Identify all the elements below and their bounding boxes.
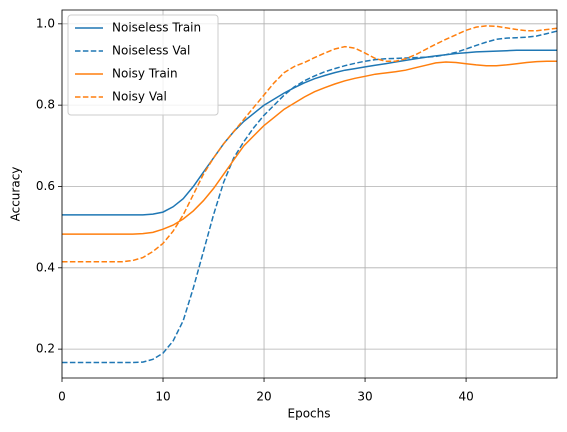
y-tick-label: 0.4 [36,260,55,274]
legend-box [67,14,219,116]
y-axis-label: Accuracy [9,167,23,222]
legend-label: Noisy Train [112,67,178,81]
y-tick-label: 0.6 [36,179,55,193]
y-tick-label: 0.2 [36,342,55,356]
line-series [62,49,557,216]
x-tick-label: 10 [155,390,170,404]
line-series [62,25,558,263]
line-series [62,60,557,235]
x-axis-label: Epochs [288,407,331,421]
x-tick-label: 20 [256,390,271,404]
plot-frame [61,9,558,379]
x-tick-label: 40 [458,390,473,404]
y-tick-label: 0.8 [36,98,55,112]
y-tick-label: 1.0 [36,16,55,30]
line-series [62,30,558,364]
legend-label: Noiseless Train [112,21,201,35]
x-tick-label: 0 [58,390,66,404]
x-tick-label: 30 [357,390,372,404]
legend-label: Noiseless Val [112,44,190,58]
legend-label: Noisy Val [112,90,167,104]
